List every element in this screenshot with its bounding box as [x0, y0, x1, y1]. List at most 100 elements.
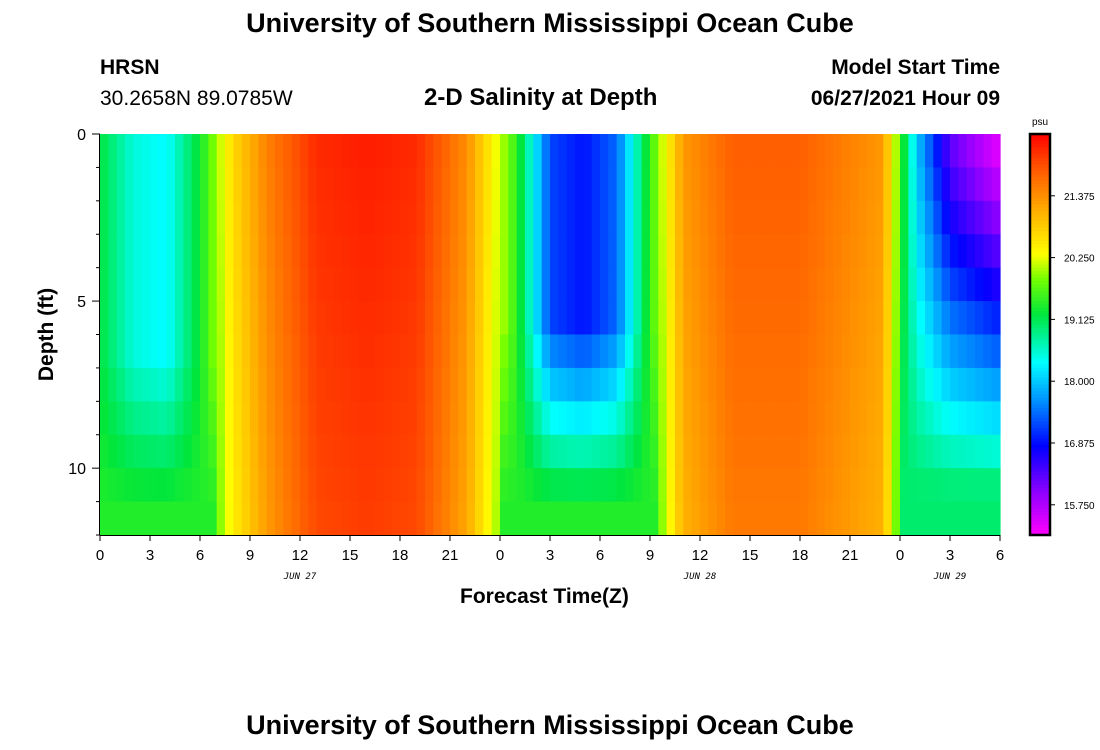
heatmap-cell — [516, 301, 526, 336]
heatmap-cell — [550, 434, 559, 469]
heatmap-cell — [375, 434, 384, 469]
heatmap-cell — [341, 367, 351, 402]
heatmap-cell — [683, 267, 693, 302]
heatmap-cell — [391, 267, 401, 302]
heatmap-cell — [266, 334, 276, 369]
heatmap-cell — [416, 200, 426, 235]
heatmap-cell — [583, 134, 593, 169]
colorbar-segment — [1030, 304, 1050, 309]
y-axis-title: Depth (ft) — [35, 288, 58, 381]
heatmap-cell — [800, 468, 809, 503]
x-tick-label: 0 — [96, 547, 104, 564]
heatmap-cell — [466, 200, 476, 235]
heatmap-cell — [675, 334, 684, 369]
colorbar-segment — [1030, 134, 1050, 138]
heatmap-cell — [308, 501, 318, 536]
heatmap-cell — [233, 234, 243, 269]
heatmap-cell — [566, 434, 576, 469]
heatmap-cell — [758, 234, 768, 269]
heatmap-cell — [941, 234, 951, 269]
heatmap-cell — [641, 367, 651, 402]
colorbar-segment — [1030, 347, 1050, 352]
heatmap-cell — [416, 334, 426, 369]
heatmap-cell — [216, 301, 226, 336]
heatmap-cell — [150, 501, 159, 536]
heatmap-cell — [275, 334, 284, 369]
heatmap-cell — [416, 501, 426, 536]
heatmap-cell — [691, 167, 701, 202]
heatmap-cell — [825, 234, 834, 269]
heatmap-cell — [333, 501, 343, 536]
heatmap-cell — [691, 501, 701, 536]
heatmap-cell — [500, 167, 509, 202]
heatmap-cell — [491, 468, 501, 503]
heatmap-cell — [408, 434, 418, 469]
heatmap-cell — [966, 367, 976, 402]
heatmap-cell — [683, 501, 693, 536]
heatmap-cell — [883, 468, 893, 503]
heatmap-cell — [841, 367, 851, 402]
heatmap-cell — [266, 167, 276, 202]
heatmap-cell — [391, 401, 401, 436]
heatmap-cell — [783, 434, 793, 469]
heatmap-cell — [525, 468, 534, 503]
heatmap-cell — [391, 301, 401, 336]
heatmap-cell — [191, 200, 201, 235]
heatmap-cell — [466, 234, 476, 269]
heatmap-cell — [283, 501, 293, 536]
heatmap-cell — [225, 301, 234, 336]
y-tick-label: 0 — [77, 127, 86, 144]
heatmap-cell — [950, 334, 959, 369]
heatmap-cell — [666, 334, 676, 369]
heatmap-cell — [450, 401, 459, 436]
colorbar-segment — [1030, 150, 1050, 155]
heatmap-cell — [891, 234, 901, 269]
heatmap-cell — [958, 367, 968, 402]
heatmap-cell — [825, 134, 834, 169]
heatmap-cell — [683, 434, 693, 469]
heatmap-cell — [633, 200, 643, 235]
heatmap-cell — [858, 167, 868, 202]
heatmap-cell — [875, 367, 884, 402]
heatmap-cell — [850, 334, 859, 369]
heatmap-cell — [950, 234, 959, 269]
heatmap-cell — [608, 501, 618, 536]
heatmap-cell — [125, 234, 134, 269]
colorbar-segment — [1030, 444, 1050, 449]
x-tick-label: 21 — [842, 547, 859, 564]
heatmap-cell — [183, 501, 193, 536]
heatmap-cell — [575, 434, 584, 469]
heatmap-cell — [941, 134, 951, 169]
heatmap-cell — [616, 434, 626, 469]
heatmap-cell — [875, 334, 884, 369]
heatmap-cell — [783, 468, 793, 503]
heatmap-cell — [658, 134, 668, 169]
heatmap-cell — [516, 134, 526, 169]
heatmap-cell — [941, 167, 951, 202]
heatmap-cell — [191, 134, 201, 169]
heatmap-cell — [775, 200, 784, 235]
heatmap-cell — [850, 234, 859, 269]
heatmap-cell — [133, 200, 143, 235]
heatmap-cell — [558, 501, 568, 536]
heatmap-cell — [983, 334, 993, 369]
colorbar-segment — [1030, 511, 1050, 516]
heatmap-cell — [116, 501, 126, 536]
heatmap-cell — [858, 401, 868, 436]
heatmap-cell — [750, 501, 759, 536]
heatmap-cell — [875, 301, 884, 336]
heatmap-cell — [358, 334, 368, 369]
heatmap-cell — [775, 367, 784, 402]
colorbar-segment — [1030, 307, 1050, 312]
heatmap-cell — [150, 334, 159, 369]
heatmap-cell — [108, 334, 118, 369]
heatmap-cell — [158, 200, 168, 235]
heatmap-cell — [233, 301, 243, 336]
heatmap-cell — [808, 267, 818, 302]
heatmap-cell — [525, 334, 534, 369]
heatmap-cell — [283, 334, 293, 369]
heatmap-cell — [183, 434, 193, 469]
heatmap-cell — [458, 267, 468, 302]
heatmap-cell — [500, 367, 509, 402]
heatmap-cell — [141, 301, 151, 336]
